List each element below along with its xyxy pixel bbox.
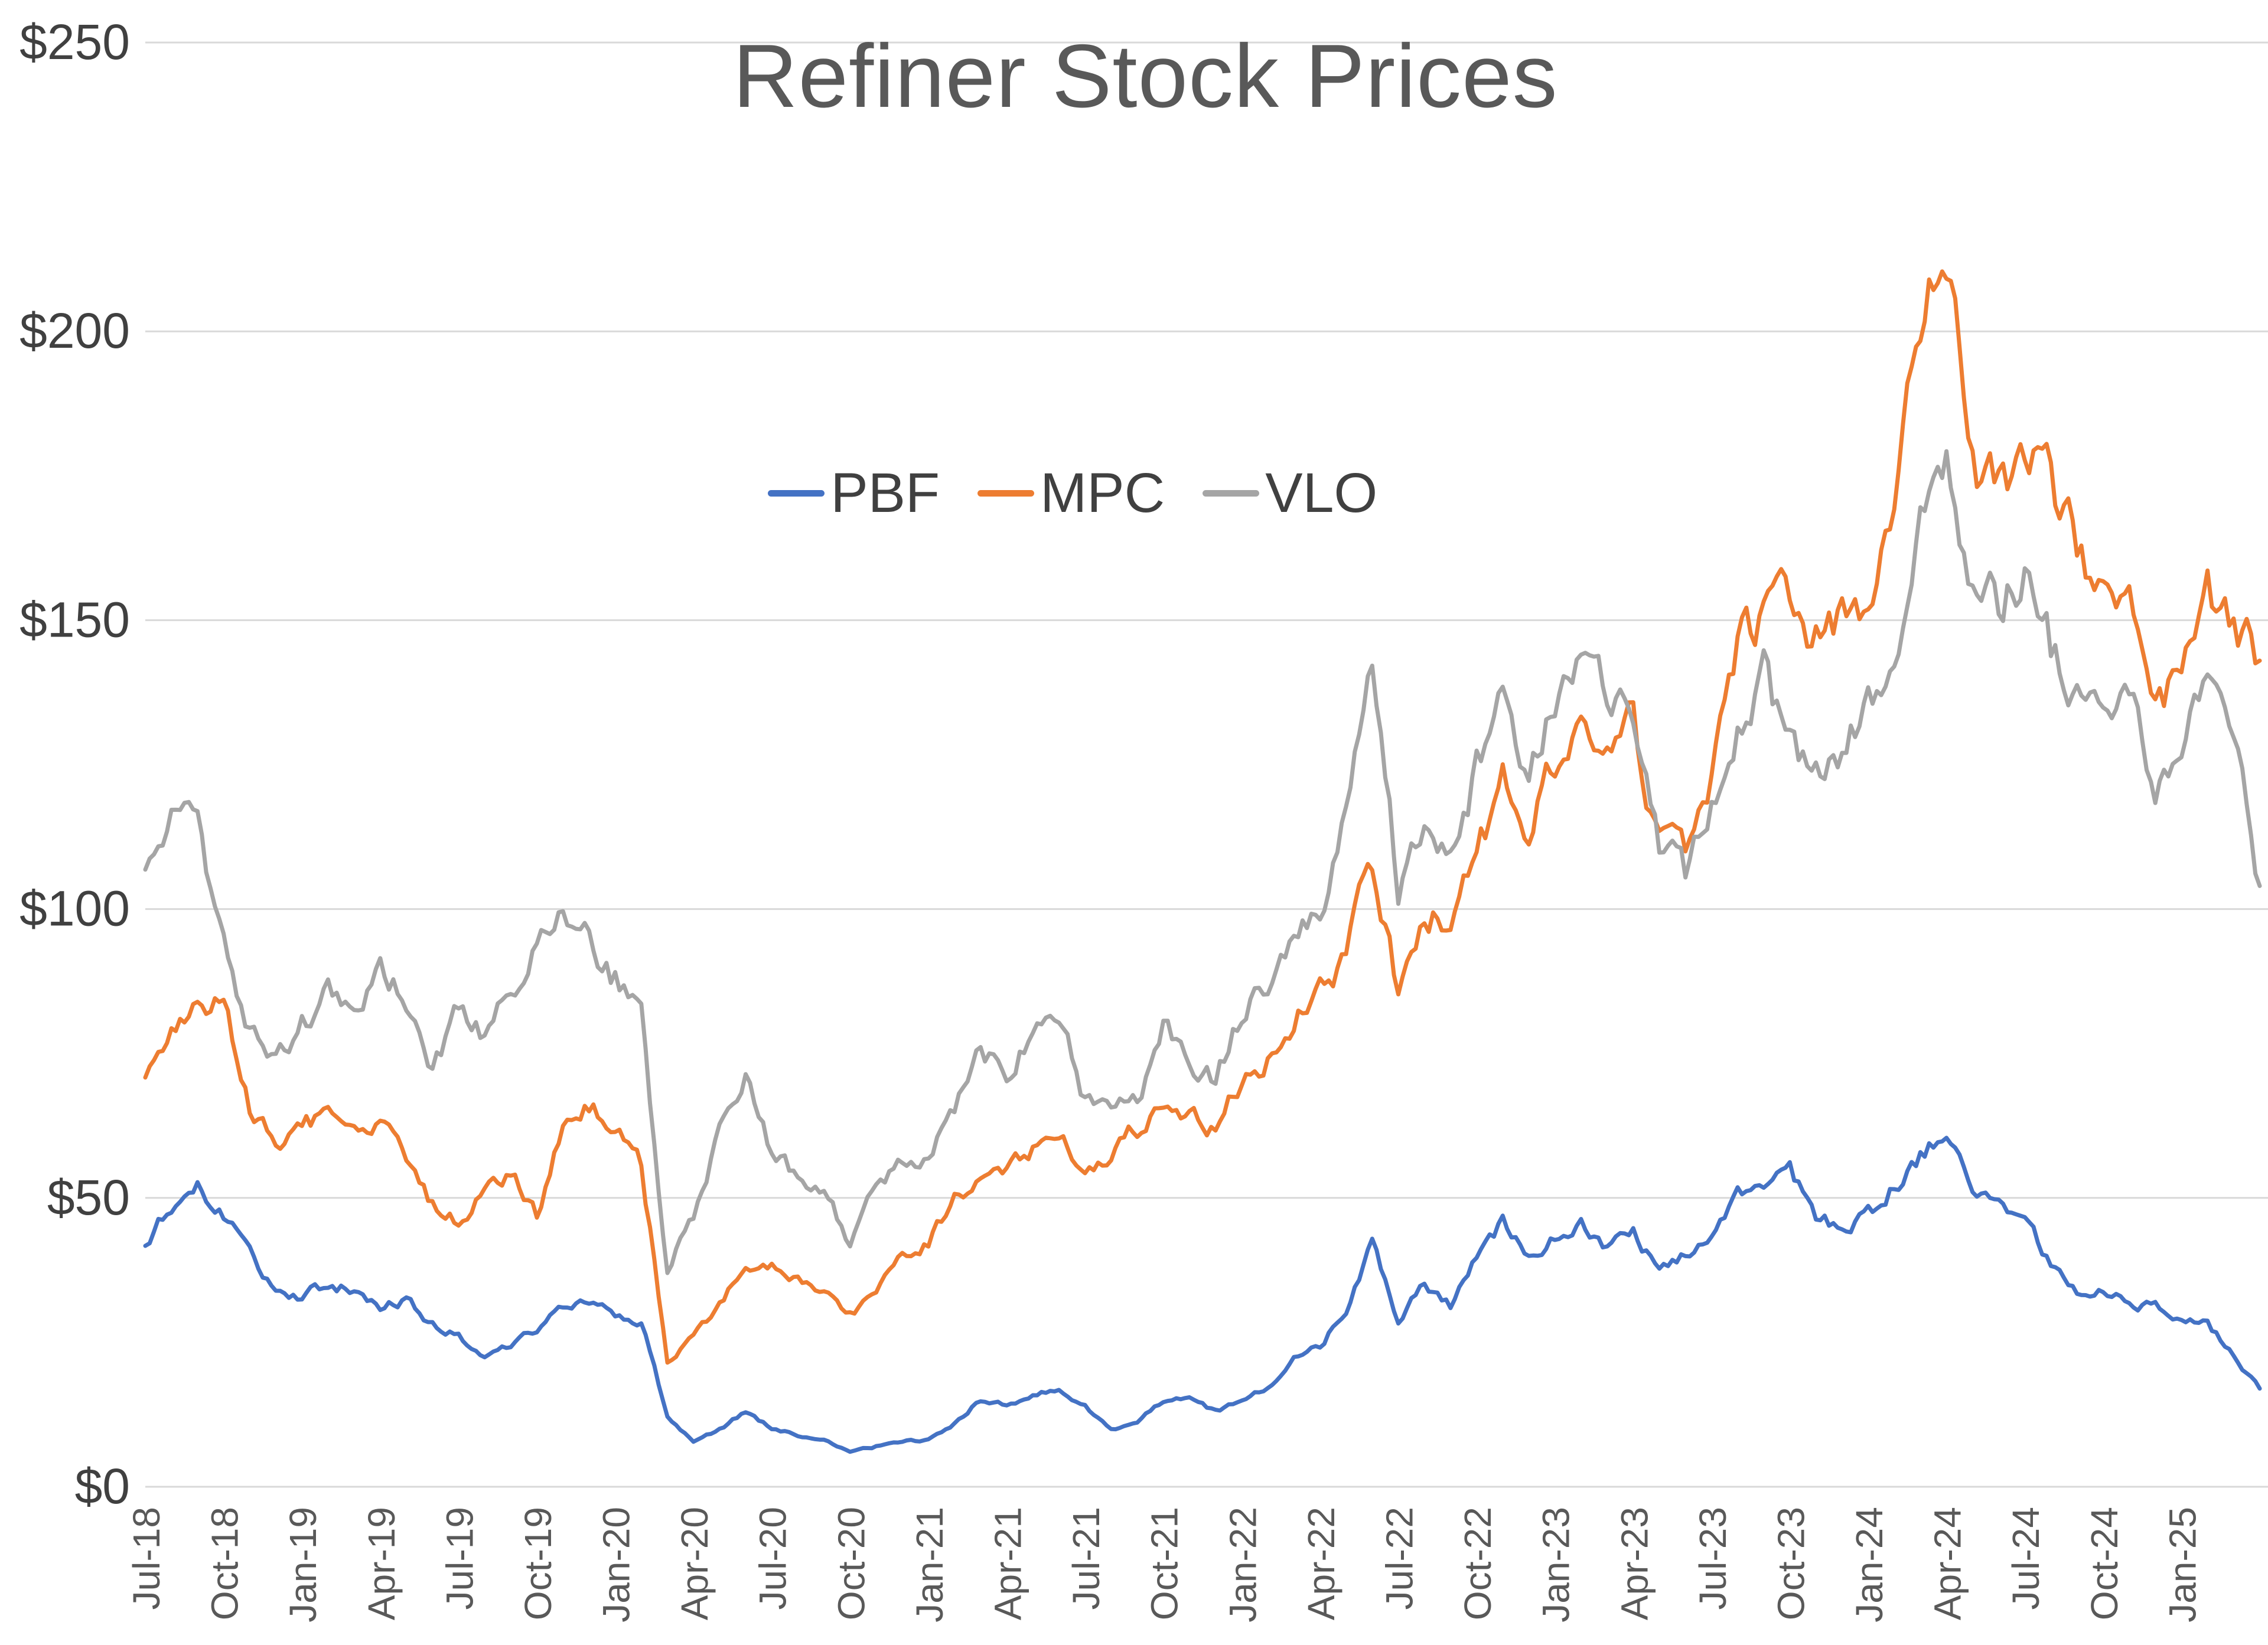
x-axis-tick-label: Jul-23 — [1692, 1507, 1734, 1610]
x-axis-tick-label: Jan-23 — [1535, 1507, 1578, 1623]
x-axis-tick-label: Jul-21 — [1065, 1507, 1107, 1610]
x-axis-tick-label: Oct-22 — [1456, 1507, 1499, 1620]
x-axis-tick-label: Jan-25 — [2161, 1507, 2204, 1623]
x-axis-tick-label: Oct-19 — [517, 1507, 559, 1620]
chart-legend: PBF MPC VLO — [768, 465, 1377, 521]
legend-label-mpc: MPC — [1040, 462, 1165, 524]
y-axis-tick-label: $50 — [47, 1170, 130, 1225]
legend-swatch-mpc — [977, 490, 1035, 497]
legend-swatch-vlo — [1203, 490, 1260, 497]
x-axis-tick-label: Jul-20 — [752, 1507, 794, 1610]
legend-item-pbf: PBF — [768, 465, 940, 521]
y-axis-tick-label: $100 — [19, 881, 130, 936]
x-axis-tick-label: Oct-21 — [1143, 1507, 1186, 1620]
x-axis-tick-label: Oct-18 — [204, 1507, 246, 1620]
x-axis-tick-label: Apr-23 — [1613, 1507, 1656, 1620]
series-line-mpc — [143, 269, 2262, 1365]
x-axis-tick-label: Oct-23 — [1770, 1507, 1812, 1620]
x-axis-tick-label: Jan-20 — [595, 1507, 638, 1623]
y-axis-tick-label: $150 — [19, 592, 130, 647]
y-axis-tick-label: $250 — [19, 14, 130, 70]
legend-item-mpc: MPC — [977, 465, 1165, 521]
y-axis-tick-label: $200 — [19, 303, 130, 358]
x-axis-tick-label: Apr-24 — [1927, 1507, 1969, 1620]
series-line-pbf — [143, 1135, 2262, 1454]
legend-swatch-pbf — [768, 490, 825, 497]
legend-label-pbf: PBF — [830, 462, 940, 524]
x-axis-tick-label: Apr-22 — [1300, 1507, 1342, 1620]
x-axis-tick-label: Jul-24 — [2005, 1507, 2047, 1610]
x-axis-tick-label: Jan-24 — [1848, 1507, 1891, 1623]
x-axis-tick-label: Apr-20 — [673, 1507, 716, 1620]
x-axis-tick-label: Jul-18 — [125, 1507, 168, 1610]
x-axis-tick-label: Jan-22 — [1221, 1507, 1264, 1623]
legend-label-vlo: VLO — [1265, 462, 1378, 524]
x-axis-tick-label: Oct-24 — [2083, 1507, 2126, 1620]
series-line-vlo — [143, 449, 2262, 1275]
y-axis-tick-label: $0 — [75, 1458, 130, 1514]
chart-title: Refiner Stock Prices — [732, 26, 1558, 126]
x-axis-tick-label: Jul-19 — [438, 1507, 481, 1610]
x-axis-tick-label: Oct-20 — [830, 1507, 872, 1620]
x-axis-tick-label: Apr-19 — [360, 1507, 403, 1620]
x-axis-tick-label: Apr-21 — [987, 1507, 1029, 1620]
legend-item-vlo: VLO — [1203, 465, 1377, 521]
x-axis-tick-label: Jan-21 — [908, 1507, 951, 1623]
x-axis-tick-label: Jan-19 — [282, 1507, 324, 1623]
x-axis-tick-label: Jul-22 — [1379, 1507, 1421, 1610]
